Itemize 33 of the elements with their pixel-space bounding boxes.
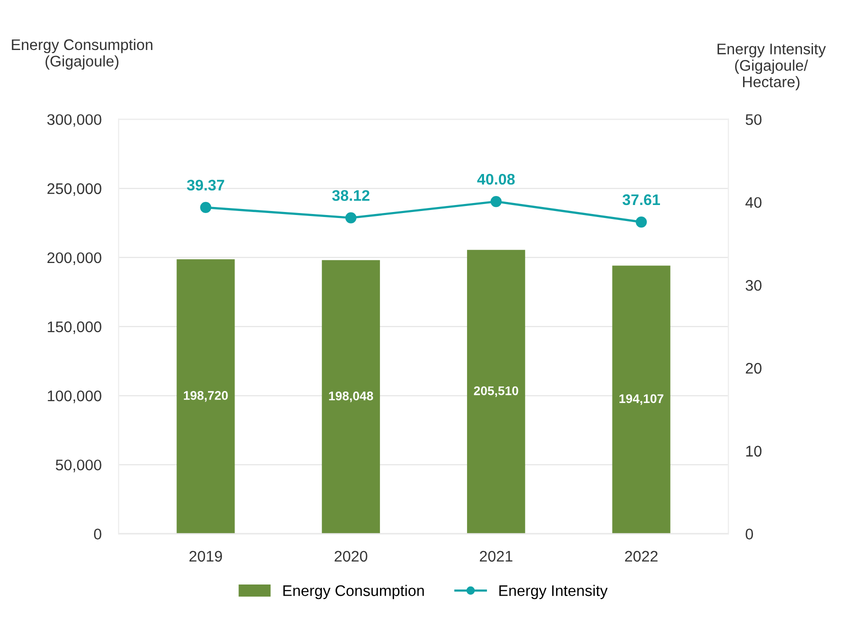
x-tick-label: 2021: [480, 550, 512, 562]
y-tick-label: 300,000: [47, 114, 102, 127]
y2-axis-title: Energy Intensity (Gigajoule/ Hectare): [718, 43, 826, 90]
data-label: 37.61: [622, 194, 660, 206]
y-tick-label: 150,000: [48, 321, 102, 334]
data-label: 205,510: [474, 386, 518, 397]
point: [490, 196, 502, 208]
y-axis-title: Energy Consumption (Gigajoule): [12, 38, 152, 70]
y2-tick-label: 20: [746, 362, 762, 374]
x-tick-label: 2019: [189, 550, 222, 562]
y2-tick-label: 40: [745, 197, 762, 208]
y-tick-label: 50,000: [56, 460, 102, 472]
y2-tick-label: 30: [746, 280, 762, 291]
y-tick-label: 0: [94, 528, 102, 540]
data-label: 194,107: [619, 394, 664, 405]
y-tick-label: 100,000: [48, 390, 102, 404]
y-tick-label: 250,000: [47, 183, 102, 196]
legend-label: Energy Intensity: [499, 584, 608, 600]
x-tick-label: 2022: [625, 550, 658, 562]
y2-tick-label: 0: [746, 528, 753, 540]
x-tick-label: 2020: [334, 550, 368, 562]
data-label: 198,048: [329, 391, 374, 402]
data-label: 40.08: [477, 174, 515, 185]
data-label: 38.12: [332, 190, 370, 201]
data-label: 198,720: [184, 391, 228, 402]
y-tick-label: 200,000: [47, 252, 102, 265]
legend-label: Energy Consumption: [283, 584, 424, 600]
point: [636, 216, 647, 228]
y2-tick-label: 50: [746, 114, 762, 126]
y2-tick-label: 10: [746, 446, 762, 457]
point: [200, 202, 212, 213]
point: [345, 212, 356, 224]
data-label: 39.37: [186, 180, 224, 191]
